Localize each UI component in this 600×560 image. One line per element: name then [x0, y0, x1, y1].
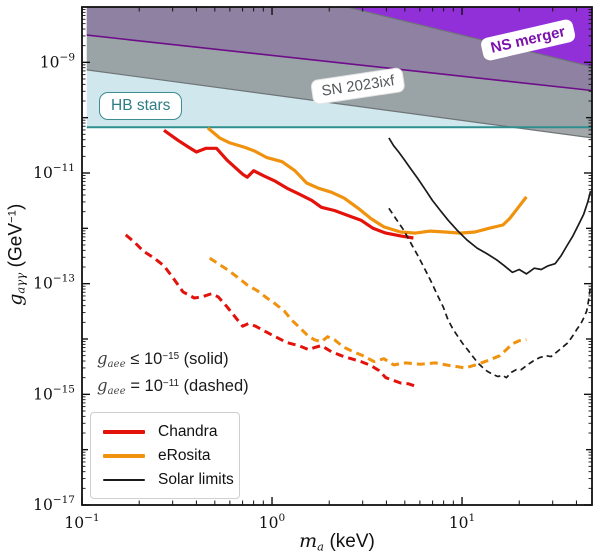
- coupling-annotation: gaee ≤ 10−15 (solid) gaee = 10−11 (dashe…: [97, 343, 249, 397]
- annotation-line-dashed: gaee = 10−11 (dashed): [97, 375, 249, 397]
- legend: Chandra eRosita Solar limits: [90, 412, 240, 499]
- legend-label: Chandra: [158, 423, 218, 440]
- series-solar-solid: [388, 137, 592, 275]
- region-label-hb-stars: HB stars: [99, 92, 183, 120]
- series-solar-dashed: [388, 207, 592, 379]
- y-axis-label: gaγγ (GeV−1): [4, 203, 28, 306]
- tick-label: 10−15: [33, 383, 75, 403]
- annotation-line-solid: gaee ≤ 10−15 (solid): [97, 348, 229, 370]
- tick-label: 100: [259, 512, 285, 532]
- tick-label: 10−1: [64, 512, 99, 532]
- legend-label: eRosita: [158, 447, 211, 464]
- region-sn-2023ixf: [86, 7, 592, 138]
- ns-merger-edge: [86, 34, 592, 92]
- plot-frame: [81, 6, 593, 506]
- legend-item-chandra: Chandra: [98, 420, 239, 444]
- legend-item-erosita: eRosita: [98, 444, 239, 468]
- tick-label: 10−13: [33, 273, 75, 293]
- series-erosita-solid: [206, 126, 528, 235]
- series-chandra-dashed: [124, 233, 416, 388]
- tick-label: 10−9: [40, 51, 75, 71]
- tick-label: 10−17: [33, 494, 75, 514]
- legend-item-solar-limits: Solar limits: [98, 468, 239, 492]
- x-axis-label: ma (keV): [299, 530, 375, 554]
- series-erosita-dashed: [208, 256, 527, 370]
- chandra-line-swatch: [103, 430, 145, 434]
- erosita-line-swatch: [103, 454, 145, 458]
- solar-limits-line-swatch: [103, 479, 145, 481]
- legend-label: Solar limits: [158, 471, 234, 488]
- series-chandra-solid: [163, 128, 414, 240]
- tick-label: 101: [449, 512, 475, 532]
- tick-label: 10−11: [33, 162, 75, 182]
